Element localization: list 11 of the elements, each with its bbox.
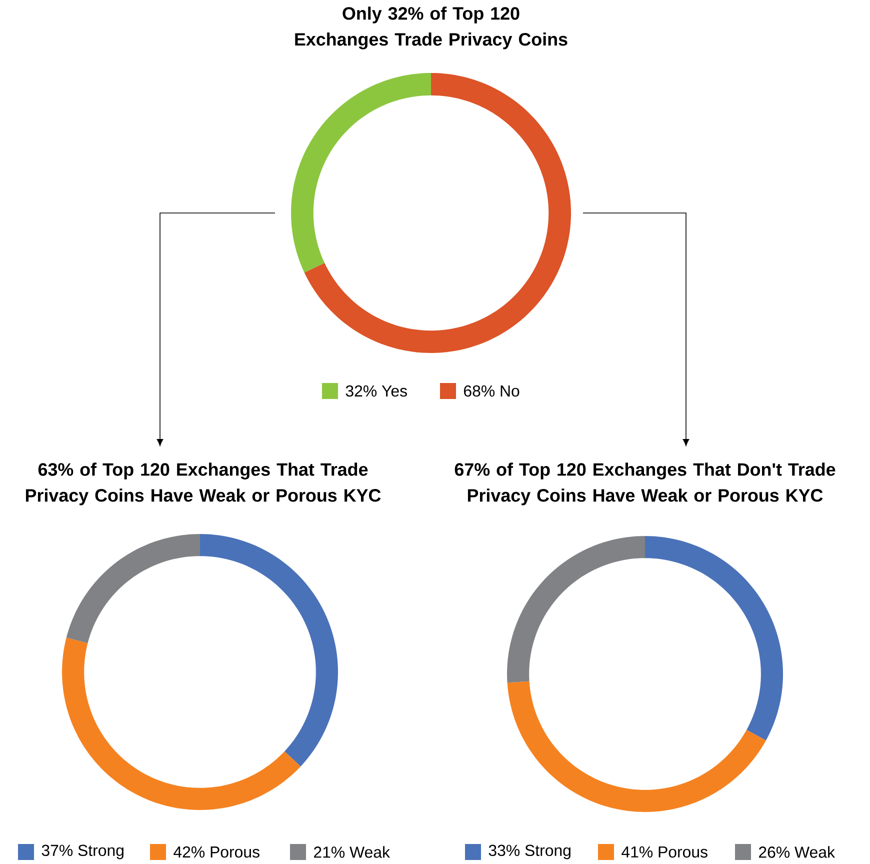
legend-label: 32% Yes (346, 385, 407, 397)
legend-label: 68% No (464, 385, 520, 397)
legend-label: 21% Weak (314, 846, 390, 858)
chart-title: 63% of Top 120 Exchanges That Trade Privacy Coins Have Weak or Porous KYC (26, 462, 381, 506)
legend-label: 42% Porous (174, 846, 260, 858)
chart-title: 67% of Top 120 Exchanges That Don't Trade Privacy Coins Have Weak or Porous KYC (454, 462, 836, 506)
legend-label: 41% Porous (622, 846, 708, 858)
chart-title: Only 32% of Top 120 Exchanges Trade Privacy Coins (295, 6, 568, 50)
legend-label: 33% Strong (488, 844, 570, 860)
legend-label: 26% Weak (759, 846, 835, 858)
legend-label: 37% Strong (42, 844, 124, 860)
